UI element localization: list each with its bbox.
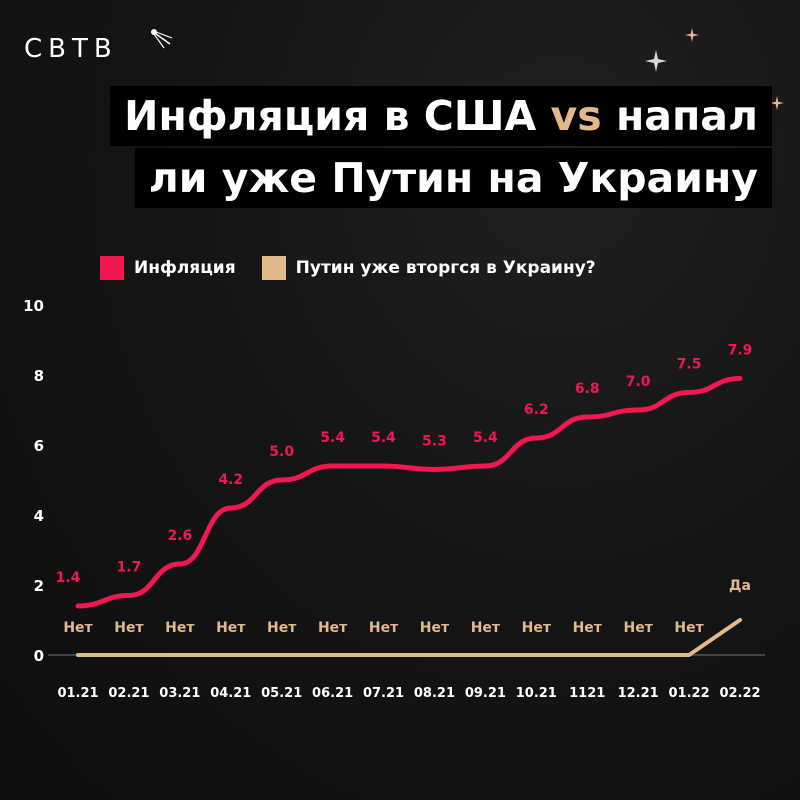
x-tick-label: 01.21 (57, 686, 98, 701)
data-label-inflation: 7.0 (626, 374, 651, 390)
page-title-line-2: ли уже Путин на Украину (134, 148, 772, 208)
data-label-inflation: 6.2 (524, 402, 549, 418)
page-title-line-1: Инфляция в США vs напал (110, 86, 772, 146)
series-line-inflation (75, 376, 743, 609)
x-tick-label: 02.22 (719, 686, 760, 701)
data-label-putin: Нет (471, 620, 501, 636)
brand-logo: СВТВ (24, 34, 118, 64)
legend-item-putin: Путин уже вторгся в Украину? (261, 256, 596, 280)
y-tick-label: 10 (23, 297, 44, 315)
y-axis: 0 2 4 6 8 10 (23, 297, 44, 665)
data-label-putin: Нет (369, 620, 399, 636)
legend-label-putin: Путин уже вторгся в Украину? (295, 258, 596, 278)
data-label-inflation: 1.4 (56, 570, 81, 586)
data-label-inflation: 4.2 (218, 472, 243, 488)
data-label-inflation: 5.0 (269, 444, 294, 460)
title-vs: vs (550, 92, 602, 140)
x-axis: 01.21 02.21 03.21 04.21 05.21 06.21 07.21 08.21… (57, 686, 760, 701)
data-label-putin: Нет (216, 620, 246, 636)
legend-swatch-putin (261, 256, 286, 280)
data-label-putin: Нет (267, 620, 297, 636)
x-tick-label: 08.21 (414, 686, 455, 701)
data-label-putin: Нет (674, 620, 704, 636)
data-label-inflation: 5.4 (320, 430, 345, 446)
data-label-inflation: 1.7 (117, 560, 142, 576)
legend-item-inflation: Инфляция (100, 256, 236, 280)
data-label-putin: Нет (522, 620, 552, 636)
x-tick-label: 02.21 (108, 686, 149, 701)
sputnik-icon (151, 29, 173, 49)
x-tick-label: 09.21 (465, 686, 506, 701)
title-part-1: Инфляция в США (124, 92, 537, 140)
title-part-2: напал (615, 92, 758, 140)
data-label-putin: Нет (573, 620, 603, 636)
data-label-inflation: 5.4 (473, 430, 498, 446)
legend-swatch-inflation (100, 256, 124, 280)
data-label-putin: Нет (165, 620, 195, 636)
y-tick-label: 0 (34, 647, 44, 665)
x-tick-label: 05.21 (261, 686, 302, 701)
sparkle-star-icon (645, 50, 667, 72)
x-tick-label: 07.21 (363, 686, 404, 701)
chart-legend: Инфляция Путин уже вторгся в Украину? (100, 256, 596, 280)
data-label-putin: Нет (63, 620, 93, 636)
data-label-putin: Нет (623, 620, 653, 636)
data-label-inflation: 5.4 (371, 430, 396, 446)
series-line-putin (76, 618, 742, 657)
x-tick-label: 06.21 (312, 686, 353, 701)
x-tick-label: 04.21 (210, 686, 251, 701)
x-tick-label: 1121 (569, 686, 605, 701)
data-label-putin: Нет (420, 620, 450, 636)
sparkle-star-icon (685, 28, 699, 42)
data-label-putin: Нет (318, 620, 348, 636)
data-label-inflation: 7.5 (677, 357, 702, 373)
data-label-inflation: 2.6 (167, 528, 192, 544)
data-label-putin: Да (729, 578, 751, 594)
y-tick-label: 6 (34, 437, 44, 455)
y-tick-label: 4 (34, 507, 44, 525)
x-tick-label: 03.21 (159, 686, 200, 701)
title-block: Инфляция в США vs напал ли уже Путин на … (110, 86, 772, 210)
data-label-inflation: 5.3 (422, 434, 447, 450)
data-label-inflation: 6.8 (575, 381, 600, 397)
x-tick-label: 12.21 (618, 686, 659, 701)
sparkle-star-icon (770, 96, 784, 110)
series-lines (75, 376, 743, 657)
data-labels: 1.4 1.7 2.6 4.2 5.0 5.4 5.4 5.3 5.4 6.2 6.8 7.0 7.5 7… (56, 343, 753, 637)
y-tick-label: 8 (34, 367, 44, 385)
data-label-putin: Нет (114, 620, 144, 636)
x-tick-label: 10.21 (516, 686, 557, 701)
x-tick-label: 01.22 (669, 686, 710, 701)
data-label-inflation: 7.9 (728, 343, 753, 359)
y-tick-label: 2 (34, 577, 44, 595)
legend-label-inflation: Инфляция (134, 258, 236, 278)
